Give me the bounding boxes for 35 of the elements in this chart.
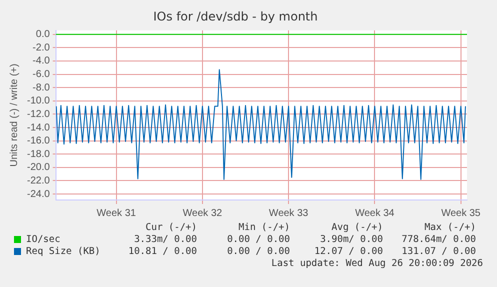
text: 0.00 / 0.00 bbox=[227, 246, 290, 258]
text: 12.07 / 0.00 bbox=[314, 246, 383, 258]
text: Cur (-/+) bbox=[146, 222, 197, 234]
chart-title: IOs for /dev/sdb - by month bbox=[153, 9, 318, 24]
y-tick-label: 0.0 bbox=[36, 29, 50, 40]
legend-label: Req Size (KB) bbox=[26, 246, 100, 258]
y-tick-label: -16.0 bbox=[26, 136, 50, 147]
text: 0.00 / 0.00 bbox=[227, 234, 290, 246]
y-tick-label: -12.0 bbox=[26, 108, 50, 120]
text: 778.64m/ 0.00 bbox=[402, 234, 476, 246]
text: 131.07 / 0.00 bbox=[402, 246, 476, 258]
y-tick-label: -24.0 bbox=[26, 188, 50, 200]
text: Min (-/+) bbox=[238, 222, 290, 234]
x-tick-label: Week 35 bbox=[441, 208, 481, 219]
x-tick-label: Week 31 bbox=[96, 208, 136, 219]
y-tick-label: -18.0 bbox=[26, 148, 50, 160]
y-tick-label: -10.0 bbox=[26, 96, 50, 107]
y-tick-label: -4.0 bbox=[32, 56, 50, 67]
text: 10.81 / 0.00 bbox=[128, 246, 197, 258]
text: Max (-/+) bbox=[424, 222, 476, 234]
y-tick-label: -8.0 bbox=[32, 82, 50, 94]
text: 3.33m/ 0.00 bbox=[134, 234, 197, 246]
y-tick-label: -6.0 bbox=[32, 69, 50, 80]
x-tick-label: Week 33 bbox=[268, 208, 309, 219]
text: Avg (-/+) bbox=[332, 222, 383, 234]
y-tick-label: -14.0 bbox=[26, 122, 50, 134]
y-tick-label: -22.0 bbox=[26, 175, 50, 186]
y-tick-label: -2.0 bbox=[32, 42, 50, 54]
y-tick-label: -20.0 bbox=[26, 162, 50, 174]
y-axis-title: Units read (-) / write (+) bbox=[8, 64, 20, 167]
legend-label: IO/sec bbox=[26, 234, 60, 246]
text: 3.90m/ 0.00 bbox=[320, 234, 383, 246]
text: Last update: Wed Aug 26 20:00:09 2026 bbox=[271, 258, 483, 270]
x-tick-label: Week 34 bbox=[355, 208, 395, 219]
x-tick-label: Week 32 bbox=[182, 208, 223, 219]
